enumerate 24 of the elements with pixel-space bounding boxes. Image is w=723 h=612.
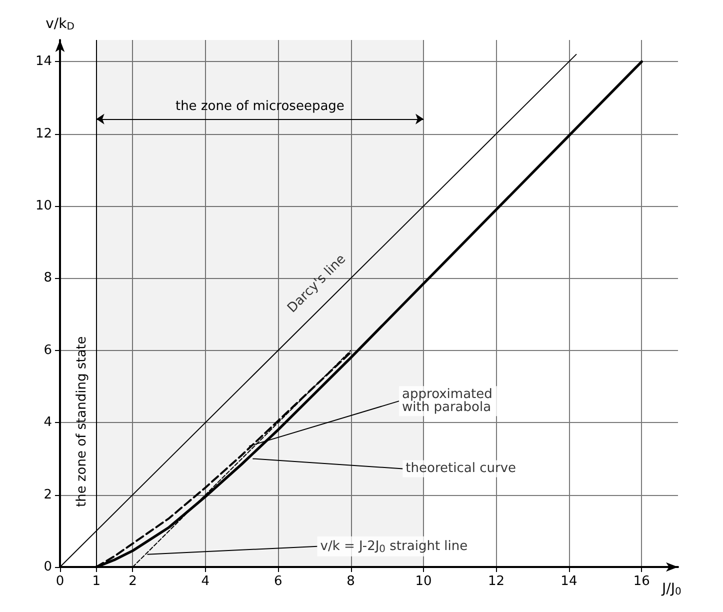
annotation: theoretical curve: [406, 461, 516, 476]
annotation: approximated with parabola: [402, 387, 497, 416]
y-tick-label: 10: [35, 198, 52, 214]
x-tick-label: 12: [488, 574, 505, 589]
y-tick-label: 6: [44, 342, 52, 358]
x-tick-label: 2: [128, 574, 137, 589]
band-label: the zone of microseepage: [175, 99, 344, 114]
x-tick-label: 16: [633, 574, 650, 589]
y-tick-label: 8: [44, 270, 52, 286]
y-tick-label: 4: [44, 415, 52, 430]
ref-line-label: the zone of standing state: [74, 336, 90, 507]
x-axis-title: J/J0: [661, 581, 682, 598]
x-tick-label: 8: [346, 574, 355, 589]
x-tick-label: 6: [274, 574, 282, 589]
x-tick-label: 10: [415, 574, 432, 589]
y-axis-title: v/kD: [46, 16, 75, 32]
x-tick-label: 0: [56, 574, 64, 589]
y-tick-label: 12: [35, 126, 52, 142]
y-tick-label: 0: [44, 560, 52, 574]
y-tick-label: 2: [44, 487, 52, 502]
x-tick-label: 4: [201, 574, 210, 589]
x-tick-label: 14: [560, 574, 578, 589]
x-tick-label: 1: [92, 574, 100, 589]
y-tick-label: 14: [35, 54, 52, 70]
